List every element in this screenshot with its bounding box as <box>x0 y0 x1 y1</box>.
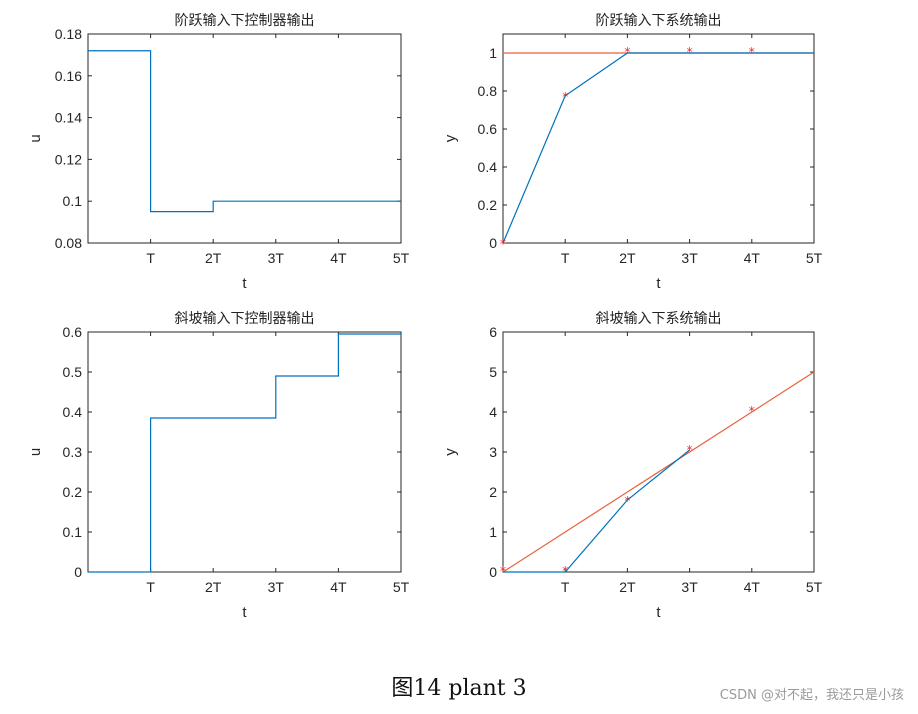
x-axis-label: t <box>656 275 661 292</box>
x-tick-label: 2T <box>619 579 636 595</box>
y-axis-label: u <box>27 134 44 142</box>
y-tick-label: 0.08 <box>55 235 82 251</box>
y-tick-label: 0.4 <box>63 404 83 420</box>
figure-canvas: 0.080.10.120.140.160.18T 2T 3T 4T 5T阶跃输入下控制器… <box>27 13 823 621</box>
y-tick-label: 0.6 <box>478 121 498 137</box>
x-axis-label: t <box>656 604 661 621</box>
x-tick-label: 4T <box>744 250 761 266</box>
chart-panel-1: 0.08 0.1 0.12 0.14 0.16 0.18 T 2T 3T 4T 5T 阶跃输入下控制器… <box>27 13 410 292</box>
series-line-blue <box>88 333 401 573</box>
y-axis-label: y <box>442 448 459 456</box>
data-marker: * <box>624 494 630 508</box>
axes-box <box>87 33 402 244</box>
y-tick-label: 1 <box>489 45 497 61</box>
x-tick-label: 3T <box>681 250 698 266</box>
y-tick-label: 0.4 <box>478 159 498 175</box>
x-tick-label: T <box>561 250 570 266</box>
x-tick-label: 5T <box>806 250 823 266</box>
axes-box <box>502 331 815 573</box>
watermark: CSDN @对不起，我还只是小孩 <box>719 688 904 703</box>
axes-box <box>87 331 402 573</box>
y-tick-label: 0.3 <box>63 444 83 460</box>
y-tick-label: 0.14 <box>55 110 82 126</box>
y-tick-label: 0.2 <box>478 197 498 213</box>
y-tick-label: 2 <box>489 484 497 500</box>
x-tick-label: 4T <box>330 250 347 266</box>
y-tick-label: 0.18 <box>55 26 82 42</box>
data-marker: * <box>749 45 755 59</box>
y-tick-label: 0.8 <box>478 83 498 99</box>
y-tick-label: 4 <box>489 404 497 420</box>
data-marker: * <box>687 45 693 59</box>
chart-title: 斜坡输入下系统输出 <box>596 311 722 327</box>
x-tick-label: T <box>146 579 155 595</box>
y-tick-label: 0.12 <box>55 151 82 167</box>
y-tick-label: 0 <box>74 564 82 580</box>
y-axis-label: y <box>442 134 459 142</box>
figure-caption: 图14 plant 3 <box>391 676 527 701</box>
y-tick-label: 0.1 <box>63 193 83 209</box>
data-marker: * <box>687 443 693 457</box>
x-tick-label: 2T <box>619 250 636 266</box>
x-tick-label: 4T <box>744 579 761 595</box>
chart-panel-4: 0 1 2 3 4 5 6 T 2T 3T 4T 5T * * * * * 斜坡输入下系统输出 t y <box>442 311 823 621</box>
data-marker: * <box>500 237 506 251</box>
axes-box <box>502 33 815 244</box>
x-tick-label: 5T <box>806 579 823 595</box>
chart-title: 阶跃输入下控制器输出 <box>175 13 315 29</box>
series-line-blue <box>503 449 690 573</box>
chart-title: 斜坡输入下控制器输出 <box>175 311 315 327</box>
data-marker: * <box>500 564 506 578</box>
x-tick-label: 2T <box>205 579 222 595</box>
x-tick-label: 2T <box>205 250 222 266</box>
data-marker: * <box>749 404 755 418</box>
x-tick-label: T <box>146 250 155 266</box>
y-tick-label: 0.5 <box>63 364 83 380</box>
x-tick-label: 3T <box>268 250 285 266</box>
data-marker: * <box>562 90 568 104</box>
y-tick-label: 3 <box>489 444 497 460</box>
chart-panel-3: 0 0.1 0.2 0.3 0.4 0.5 0.6 T 2T 3T 4T 5T 斜坡输入下控制器输出 t u <box>27 311 410 621</box>
data-marker: * <box>562 564 568 578</box>
data-marker: * <box>624 45 630 59</box>
x-tick-label: 5T <box>393 579 410 595</box>
x-axis-label: t <box>242 604 247 621</box>
x-tick-label: 3T <box>268 579 285 595</box>
y-tick-label: 6 <box>489 324 497 340</box>
x-tick-label: 3T <box>681 579 698 595</box>
y-tick-label: 0.2 <box>63 484 83 500</box>
series-line-blue <box>88 50 401 213</box>
y-tick-label: 0 <box>489 235 497 251</box>
y-tick-label: 0.6 <box>63 324 83 340</box>
x-tick-label: 4T <box>330 579 347 595</box>
series-line-blue <box>502 52 814 244</box>
y-tick-label: 5 <box>489 364 497 380</box>
series-line-orange <box>502 371 815 573</box>
y-tick-label: 0 <box>489 564 497 580</box>
chart-panel-2: 0 0.2 0.4 0.6 0.8 1 T 2T 3T 4T 5T * * * * * 阶跃输入下系统输出 t y <box>442 13 823 292</box>
x-tick-label: 5T <box>393 250 410 266</box>
y-tick-label: 0.1 <box>63 524 83 540</box>
y-axis-label: u <box>27 448 44 456</box>
chart-title: 阶跃输入下系统输出 <box>596 13 722 29</box>
x-axis-label: t <box>242 275 247 292</box>
y-tick-label: 0.16 <box>55 68 82 84</box>
x-tick-label: T <box>561 579 570 595</box>
y-tick-label: 1 <box>489 524 497 540</box>
